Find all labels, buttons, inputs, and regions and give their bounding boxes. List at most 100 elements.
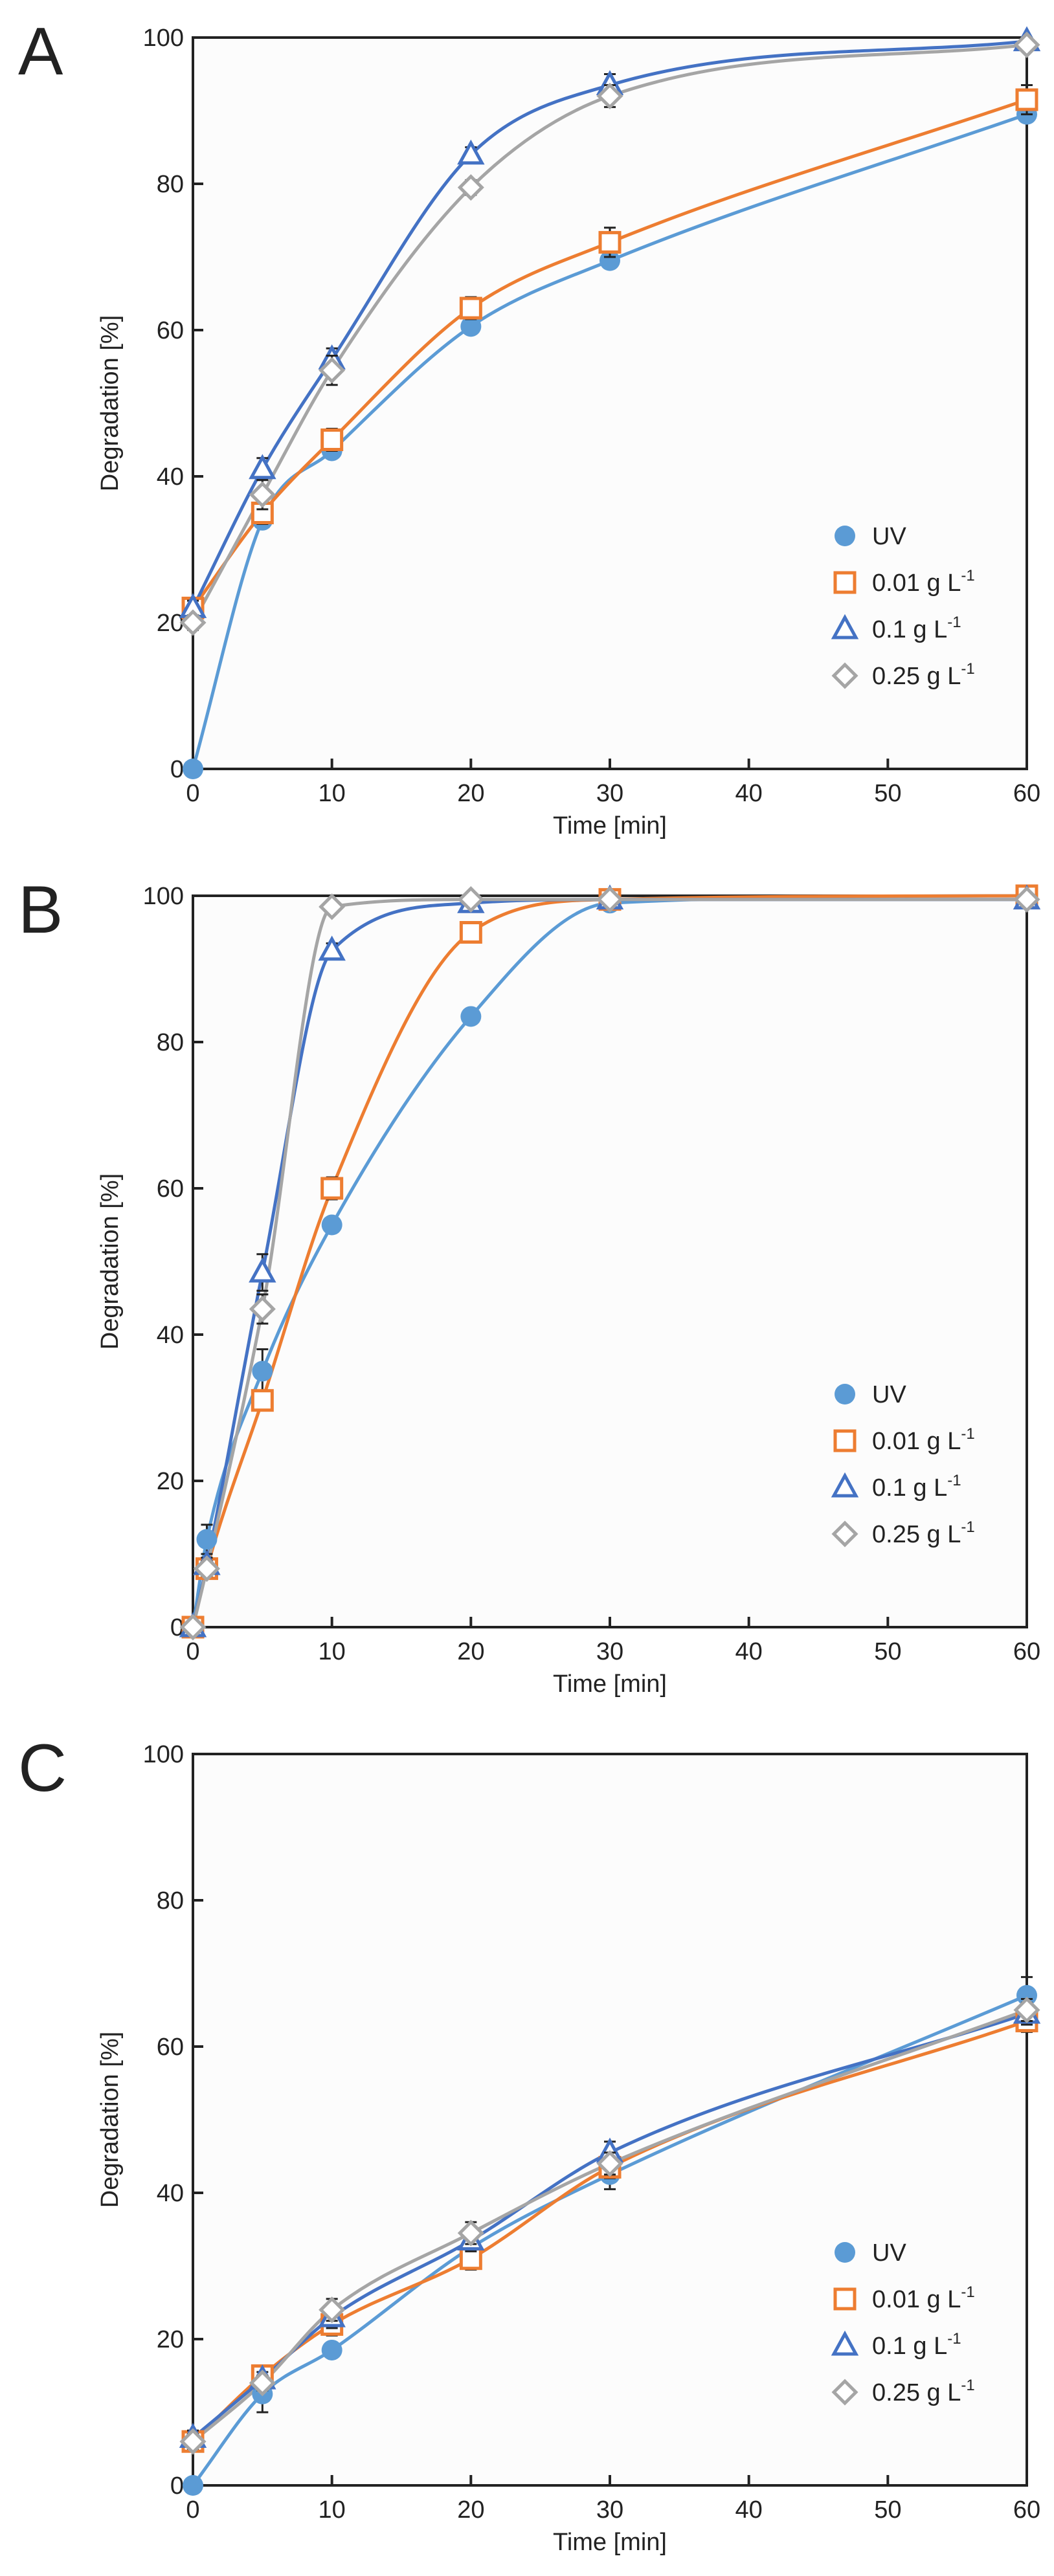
data-point-triangle: [318, 935, 346, 961]
legend-marker: [831, 1472, 859, 1498]
x-tick-label: 60: [1013, 2496, 1040, 2524]
data-point-diamond: [1013, 1996, 1040, 2024]
x-tick-label: 30: [596, 780, 623, 807]
x-tick-label: 20: [457, 1638, 484, 1665]
legend-label: 0.25 g L-1: [872, 2377, 975, 2406]
data-point-square: [459, 921, 482, 944]
y-tick-label: 40: [157, 2180, 184, 2207]
data-point-diamond: [596, 82, 623, 109]
x-tick-label: 20: [457, 2496, 484, 2524]
chart-panel-b: B 0 20 40 60 80 100 0 10 20 30 40 50 60 Time [min] Deg…: [0, 858, 1054, 1716]
legend-unit-superscript: -1: [961, 2283, 974, 2301]
y-tick-label: 20: [157, 1468, 184, 1495]
data-point-diamond: [179, 609, 207, 636]
data-point-diamond: [193, 1555, 221, 1582]
y-tick-label: 40: [157, 463, 184, 491]
legend-unit-superscript: -1: [961, 567, 974, 584]
legend-unit-superscript: -1: [947, 2330, 961, 2348]
x-tick-label: 40: [735, 2496, 763, 2524]
legend-marker: [831, 614, 859, 639]
data-point-circle: [252, 1360, 273, 1382]
x-axis-label: Time [min]: [553, 1671, 667, 1698]
chart-svg: 0 20 40 60 80 100 0 10 20 30 40 50 60 Time [min] Degra…: [96, 883, 1041, 1698]
legend-label: UV: [872, 2239, 906, 2267]
data-point-triangle: [249, 454, 276, 480]
plot-frame: [192, 894, 1028, 1628]
legend-marker: [831, 1520, 858, 1548]
legend-label: 0.1 g L-1: [872, 614, 961, 643]
y-tick-label: 80: [157, 1029, 184, 1056]
x-tick-label: 60: [1013, 780, 1040, 807]
legend-label: 0.25 g L-1: [872, 1518, 975, 1548]
y-axis-label: Degradation [%]: [96, 315, 124, 492]
legend-marker: [833, 571, 857, 594]
y-tick-label: 100: [143, 883, 184, 910]
legend-unit-superscript: -1: [961, 660, 974, 678]
data-point-circle: [321, 1214, 342, 1236]
plot-frame: [192, 1753, 1028, 2487]
data-point-square: [251, 1389, 274, 1412]
data-point-triangle: [457, 139, 485, 165]
panel-label: C: [18, 1731, 67, 1806]
y-tick-label: 80: [157, 1887, 184, 1915]
legend-unit-superscript: -1: [947, 614, 961, 631]
x-tick-label: 0: [186, 2496, 199, 2524]
legend-unit-superscript: -1: [961, 2377, 974, 2394]
x-tick-label: 0: [186, 1638, 199, 1665]
y-tick-label: 60: [157, 1175, 184, 1203]
legend-marker: [835, 1384, 855, 1405]
data-point-circle: [600, 250, 620, 271]
x-tick-label: 10: [319, 780, 346, 807]
data-point-square: [598, 230, 622, 254]
x-tick-label: 20: [457, 780, 484, 807]
legend-label: 0.01 g L-1: [872, 1425, 975, 1455]
legend-marker: [833, 1429, 857, 1452]
legend-unit-superscript: -1: [961, 1425, 974, 1443]
data-point-diamond: [319, 2296, 346, 2324]
data-point-diamond: [179, 2428, 207, 2455]
x-tick-label: 30: [596, 2496, 623, 2524]
data-point-circle: [321, 2339, 342, 2360]
y-tick-label: 20: [157, 610, 184, 637]
data-point-diamond: [1013, 886, 1040, 913]
panel-label: B: [18, 872, 63, 948]
chart-svg: 0 20 40 60 80 100 0 10 20 30 40 50 60 Time [min] Degra…: [96, 1741, 1041, 2556]
legend-unit-superscript: -1: [961, 1518, 974, 1536]
data-point-circle: [183, 2475, 203, 2496]
x-tick-label: 30: [596, 1638, 623, 1665]
y-tick-label: 60: [157, 317, 184, 344]
data-point-diamond: [249, 1295, 276, 1322]
y-tick-label: 100: [143, 1741, 184, 1768]
x-tick-label: 10: [319, 2496, 346, 2524]
data-point-diamond: [457, 2219, 484, 2247]
data-point-circle: [1016, 1984, 1037, 2006]
legend-marker: [835, 526, 855, 546]
legend-label: 0.01 g L-1: [872, 2283, 975, 2313]
legend-label: 0.01 g L-1: [872, 567, 975, 597]
x-tick-label: 40: [735, 780, 763, 807]
data-point-circle: [460, 316, 482, 337]
chart-svg: 0 20 40 60 80 100 0 10 20 30 40 50 60 Time [min] Degra…: [96, 25, 1041, 839]
plot-frame: [192, 36, 1028, 770]
data-point-square: [320, 428, 344, 451]
y-tick-label: 0: [170, 2472, 184, 2500]
data-point-diamond: [457, 886, 484, 913]
x-axis-label: Time [min]: [553, 2529, 667, 2556]
data-point-diamond: [179, 1614, 207, 1641]
legend-label: 0.1 g L-1: [872, 2330, 961, 2360]
x-tick-label: 40: [735, 1638, 763, 1665]
x-axis-label: Time [min]: [553, 812, 667, 839]
x-tick-label: 50: [874, 2496, 901, 2524]
chart-panel-c: C 0 20 40 60 80 100 0 10 20 30 40 50 60 Time [min] Deg…: [0, 1716, 1054, 2575]
series-markers: [179, 1996, 1040, 2455]
data-point-diamond: [249, 2370, 276, 2397]
data-point-square: [320, 1177, 344, 1200]
legend-label: UV: [872, 523, 906, 550]
data-point-square: [459, 296, 482, 320]
y-tick-label: 40: [157, 1322, 184, 1349]
series-line: [191, 894, 1027, 1628]
legend-marker: [831, 2379, 858, 2406]
data-point-diamond: [1013, 31, 1040, 58]
x-tick-label: 50: [874, 1638, 901, 1665]
legend-marker: [831, 2330, 859, 2356]
